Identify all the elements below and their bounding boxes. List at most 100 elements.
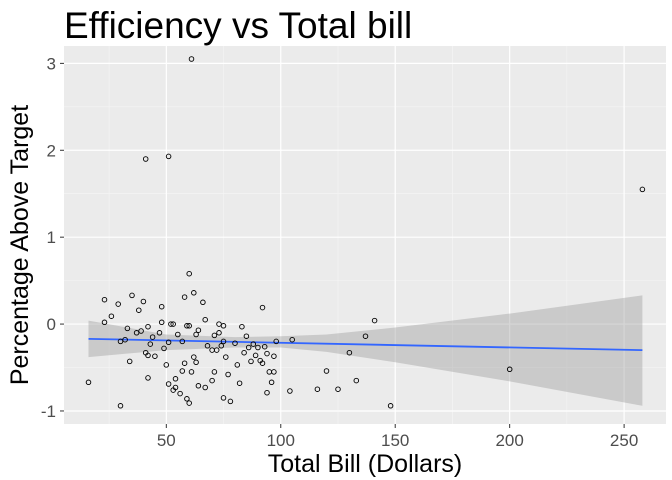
data-point [147, 341, 154, 347]
data-point [234, 362, 241, 368]
x-axis-label: Total Bill (Dollars) [268, 450, 462, 478]
data-point [211, 369, 218, 375]
data-point [225, 371, 231, 378]
data-point [200, 299, 206, 306]
data-point [239, 323, 245, 330]
data-point [289, 336, 295, 343]
data-point [108, 313, 115, 319]
data-point [191, 354, 197, 360]
data-point [213, 347, 220, 353]
data-point [220, 338, 227, 345]
data-point [145, 375, 151, 381]
data-point [362, 333, 369, 339]
data-point [186, 323, 192, 329]
data-point [184, 396, 190, 402]
data-point [261, 343, 268, 350]
data-point [273, 338, 279, 345]
data-point [145, 352, 151, 359]
data-point [248, 358, 254, 365]
data-point [117, 338, 124, 345]
trend-line-group [88, 337, 643, 352]
y-axis-label: Percentage Above Target [6, 105, 34, 385]
data-point [506, 366, 513, 373]
data-point [387, 403, 394, 409]
data-point [117, 403, 124, 409]
y-tick-label: 1 [47, 228, 56, 247]
data-point [101, 296, 108, 303]
data-point [115, 301, 121, 307]
data-point [165, 381, 172, 387]
data-point [165, 153, 172, 160]
data-point [158, 319, 165, 326]
data-point [216, 321, 222, 327]
data-point [181, 294, 188, 300]
data-point [149, 334, 156, 340]
x-tick-label: 250 [610, 431, 638, 450]
data-point [346, 349, 353, 356]
gridlines [64, 46, 666, 424]
data-point [216, 330, 222, 336]
data-point [271, 369, 277, 375]
data-point [193, 359, 199, 366]
data-point [129, 292, 135, 299]
y-tick-label: 3 [47, 54, 56, 73]
data-point [163, 362, 170, 368]
data-point [145, 323, 151, 330]
data-point [271, 353, 277, 359]
data-point [241, 349, 247, 356]
data-point [245, 344, 252, 351]
data-point [172, 384, 179, 391]
data-point [179, 338, 186, 345]
data-points [85, 56, 646, 409]
data-point [223, 354, 229, 360]
data-point [140, 298, 147, 305]
data-point [168, 321, 174, 327]
chart-title: Efficiency vs Total bill [64, 5, 412, 46]
data-point [195, 383, 202, 389]
data-point [193, 331, 199, 338]
data-point [186, 270, 192, 277]
data-point [243, 333, 250, 339]
data-point [85, 379, 92, 386]
data-point [371, 317, 378, 324]
data-point [186, 400, 192, 406]
confidence-band-group [88, 295, 643, 406]
data-point [170, 321, 176, 327]
data-point [232, 340, 238, 346]
data-point [287, 388, 293, 394]
x-tick-label: 200 [495, 431, 523, 450]
data-point [639, 186, 646, 193]
data-point [142, 156, 149, 162]
data-point [227, 398, 234, 405]
data-point [220, 323, 227, 329]
data-point [124, 325, 131, 332]
data-point [158, 303, 165, 310]
data-point [188, 369, 195, 375]
data-point [126, 358, 133, 365]
data-point [264, 389, 270, 396]
data-point [209, 377, 215, 384]
data-point [264, 350, 270, 357]
data-point [202, 316, 208, 323]
y-tick-label: 0 [47, 315, 56, 334]
data-point [101, 319, 108, 326]
data-point [204, 343, 211, 349]
data-point [195, 327, 202, 333]
y-tick-label: -1 [41, 402, 56, 421]
data-point [172, 376, 179, 382]
data-point [335, 386, 341, 392]
y-tick-label: 2 [47, 141, 56, 160]
data-point [202, 384, 208, 391]
data-point [259, 360, 266, 366]
data-point [181, 360, 188, 366]
data-point [156, 330, 163, 336]
data-point [323, 368, 330, 374]
data-point [255, 344, 261, 351]
data-point [122, 336, 128, 343]
x-tick-label: 100 [267, 431, 295, 450]
data-point [211, 332, 218, 339]
data-point [252, 352, 259, 359]
data-point [220, 395, 227, 401]
data-point [165, 339, 172, 346]
